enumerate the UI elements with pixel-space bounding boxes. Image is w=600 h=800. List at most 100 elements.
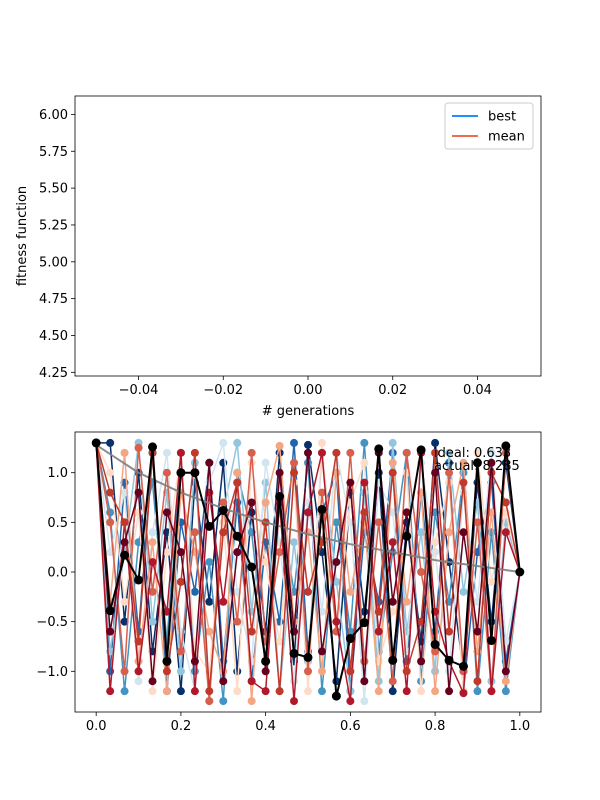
- best-path-point: [247, 562, 257, 572]
- candidate-path-point: [247, 697, 256, 706]
- candidate-path-point: [304, 687, 312, 696]
- candidate-path-point: [162, 687, 171, 696]
- candidate-path-point: [148, 687, 157, 696]
- candidate-path-point: [275, 548, 284, 557]
- candidate-path-point: [233, 667, 242, 676]
- candidate-path-point: [304, 448, 312, 457]
- path-x-tick-label: 0.6: [340, 719, 361, 734]
- candidate-path-point: [190, 667, 199, 676]
- candidate-path-point: [233, 548, 242, 557]
- candidate-path-point: [219, 677, 228, 686]
- best-path-point: [120, 550, 130, 560]
- candidate-path-point: [176, 667, 185, 676]
- candidate-path-point: [106, 438, 115, 447]
- candidate-path-point: [431, 667, 440, 676]
- fitness-x-tick-label: −0.02: [203, 383, 243, 398]
- path-y-tick-label: −0.5: [36, 615, 68, 630]
- candidate-path-point: [275, 637, 284, 646]
- candidate-path-point: [487, 448, 496, 457]
- candidate-path-point: [346, 478, 355, 487]
- candidate-path-point: [106, 667, 115, 676]
- candidate-path-point: [473, 687, 482, 696]
- candidate-path-point: [290, 468, 299, 477]
- fitness-y-tick-label: 5.75: [39, 145, 68, 160]
- candidate-path-point: [402, 597, 411, 606]
- candidate-path-point: [106, 468, 115, 477]
- candidate-path-point: [120, 538, 129, 547]
- candidate-path-point: [473, 627, 482, 636]
- fitness-x-label: # generations: [262, 404, 355, 419]
- candidate-path-point: [501, 677, 510, 686]
- fitness-x-tick-label: 0.04: [463, 383, 492, 398]
- best-path-point: [148, 442, 158, 452]
- candidate-path-point: [233, 617, 242, 626]
- candidate-path-point: [290, 438, 299, 447]
- fitness-y-tick-label: 5.00: [39, 255, 68, 270]
- candidate-path-point: [487, 577, 496, 586]
- candidate-path-point: [120, 687, 129, 696]
- candidate-path-point: [402, 508, 411, 517]
- candidate-path-point: [148, 528, 157, 537]
- best-path-point: [289, 648, 299, 658]
- candidate-path-point: [247, 627, 256, 636]
- candidate-path-point: [332, 518, 341, 527]
- candidate-path-point: [332, 448, 341, 457]
- candidate-path-point: [374, 687, 383, 696]
- candidate-path-point: [261, 458, 270, 467]
- candidate-path-point: [190, 448, 199, 457]
- candidate-path-point: [247, 677, 256, 686]
- candidate-path-point: [459, 478, 468, 487]
- candidate-path-point: [473, 518, 482, 527]
- best-path-point: [486, 636, 496, 646]
- candidate-path-point: [332, 558, 341, 567]
- candidate-path-point: [219, 498, 228, 507]
- candidate-path-point: [501, 667, 510, 676]
- candidate-path-point: [445, 448, 454, 457]
- candidate-path-point: [388, 607, 397, 616]
- best-path-point: [416, 445, 426, 455]
- path-y-tick-label: 1.0: [47, 466, 68, 481]
- candidate-path-point: [190, 528, 199, 537]
- candidate-path-point: [374, 627, 383, 636]
- candidate-path-point: [176, 687, 185, 696]
- candidate-path-point: [445, 468, 454, 477]
- candidate-path-point: [360, 677, 369, 686]
- candidate-path-point: [134, 637, 143, 646]
- candidate-path-point: [388, 468, 397, 477]
- candidate-path-point: [487, 687, 496, 696]
- candidate-path-point: [487, 617, 496, 626]
- candidate-path-point: [360, 697, 369, 706]
- candidate-path-point: [148, 617, 157, 626]
- fitness-y-tick-label: 4.75: [39, 292, 68, 307]
- candidate-path-point: [205, 597, 214, 606]
- candidate-path-point: [417, 568, 426, 576]
- candidate-path-point: [431, 687, 440, 696]
- candidate-path-point: [120, 667, 129, 676]
- fitness-y-tick-label: 4.50: [39, 329, 68, 344]
- candidate-path-point: [134, 677, 143, 686]
- candidate-path-point: [332, 617, 341, 626]
- candidate-path-point: [402, 448, 411, 457]
- candidate-path-point: [346, 667, 355, 676]
- best-path-point: [317, 504, 327, 514]
- candidate-path-point: [459, 689, 468, 698]
- candidate-path-point: [247, 498, 256, 507]
- candidate-path-point: [317, 667, 326, 676]
- candidate-path-point: [431, 468, 440, 477]
- best-path-point: [388, 655, 398, 665]
- candidate-path-point: [120, 448, 129, 457]
- candidate-path-point: [134, 443, 143, 452]
- candidate-path-point: [162, 607, 171, 616]
- fitness-y-tick-label: 5.50: [39, 182, 68, 197]
- candidate-path-point: [162, 548, 171, 557]
- candidate-path-point: [162, 448, 171, 457]
- candidate-path-point: [290, 677, 299, 686]
- candidate-path-point: [388, 687, 397, 696]
- candidate-path-point: [417, 687, 426, 696]
- candidate-path-point: [360, 508, 369, 517]
- candidate-path-point: [388, 677, 397, 686]
- best-path-point: [458, 661, 468, 671]
- best-path-point: [402, 531, 412, 541]
- candidate-path-point: [360, 478, 369, 487]
